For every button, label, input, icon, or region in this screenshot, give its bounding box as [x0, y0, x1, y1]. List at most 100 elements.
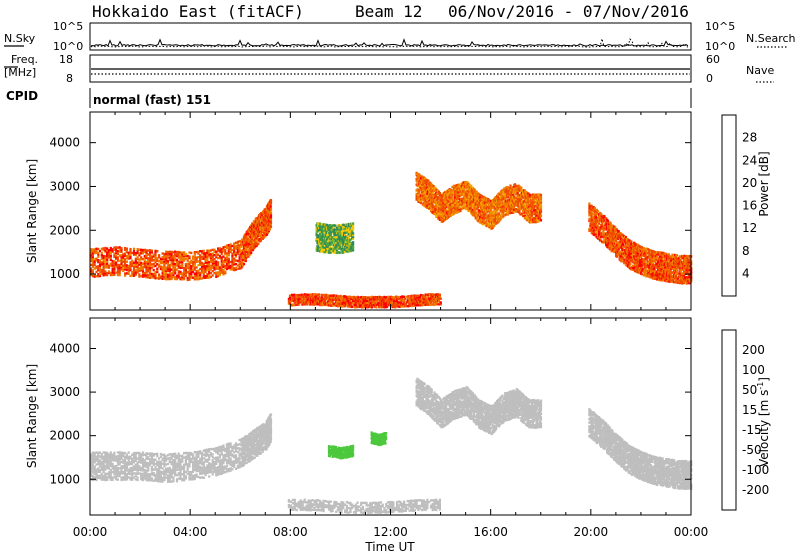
power-echo-cell [645, 250, 648, 253]
power-echo-cell [168, 256, 171, 259]
power-echo-cell [100, 270, 103, 273]
power-echo-cell [306, 298, 309, 302]
power-echo-cell [125, 250, 128, 254]
power-echo-cell [269, 221, 273, 224]
power-echo-cell [661, 254, 664, 257]
power-echo-cell [132, 269, 136, 272]
power-echo-cell [166, 269, 170, 273]
power-echo-cell [217, 271, 220, 274]
power-echo-cell [252, 224, 255, 227]
power-echo-cell [419, 174, 422, 177]
power-echo-cell [605, 221, 608, 224]
power-echo-cell [527, 195, 530, 198]
power-echo-cell [634, 256, 637, 260]
power-echo-cell [91, 265, 94, 268]
power-echo-cell [125, 268, 128, 272]
power-echo-cell [264, 231, 267, 234]
power-echo-cell [104, 257, 107, 260]
power-echo-cell [211, 248, 214, 251]
power-echo-cell [215, 254, 218, 257]
power-echo-cell [476, 216, 479, 219]
power-echo-cell [234, 245, 238, 248]
power-echo-cell [592, 223, 595, 227]
power-echo-cell [202, 249, 205, 253]
power-echo-cell [163, 276, 166, 279]
power-echo-cell [639, 264, 642, 268]
power-echo-cell [163, 269, 166, 272]
power-echo-cell [466, 181, 469, 184]
power-echo-cell [534, 201, 537, 204]
power-echo-cell [504, 196, 507, 199]
power-echo-cell [113, 255, 116, 259]
power-echo-cell [124, 260, 127, 263]
power-echo-cell [462, 191, 465, 194]
power-echo-cell [539, 198, 543, 201]
power-echo-cell [179, 253, 182, 256]
power-echo-cell [452, 204, 455, 207]
power-echo-cell [179, 264, 182, 267]
power-echo-cell [206, 251, 209, 254]
power-echo-cell [592, 219, 595, 222]
power-echo-cell [491, 222, 494, 225]
power-echo-cell [517, 205, 520, 208]
power-echo-cell [614, 230, 617, 233]
power-echo-cell [168, 258, 171, 262]
power-echo-cell [174, 268, 177, 271]
power-echo-cell [416, 294, 419, 297]
power-echo-cell [645, 263, 648, 266]
power-echo-cell [665, 268, 668, 271]
power-echo-cell [206, 273, 209, 276]
power-echo-cell [149, 272, 152, 275]
power-echo-cell [224, 257, 227, 260]
power-echo-cell [184, 252, 187, 256]
power-echo-cell [116, 250, 119, 253]
power-echo-cell [174, 276, 177, 279]
power-echo-cell [125, 247, 128, 250]
power-echo-cell [525, 199, 528, 202]
power-echo-cell [535, 214, 538, 217]
power-echo-cell [97, 247, 100, 251]
power-echo-cell [318, 295, 321, 299]
power-echo-cell [179, 261, 182, 264]
power-echo-cell [657, 251, 660, 254]
power-echo-cell [248, 248, 251, 251]
power-echo-cell [208, 249, 211, 252]
power-echo-cell [95, 251, 98, 255]
power-echo-cell [688, 270, 691, 274]
power-echo-cell [423, 179, 426, 182]
power-echo-cell [215, 273, 218, 276]
cpid-label: CPID [6, 89, 38, 103]
power-echo-cell [470, 196, 473, 199]
power-echo-cell [184, 257, 187, 260]
power-echo-cell [482, 223, 485, 226]
power-echo-cell [122, 268, 125, 271]
power-echo-cell [166, 262, 170, 265]
power-echo-cell [670, 280, 673, 283]
power-echo-cell [260, 223, 263, 226]
power-echo-cell [539, 195, 543, 199]
power-echo-cell [539, 209, 543, 212]
power-echo-cell [174, 266, 177, 269]
power-echo-cell [311, 301, 314, 304]
power-echo-cell [607, 222, 610, 225]
power-echo-cell [129, 257, 132, 260]
power-echo-cell [159, 257, 162, 260]
power-echo-cell [518, 185, 521, 188]
power-echo-cell [600, 231, 603, 235]
power-echo-cell [322, 303, 325, 307]
power-echo-cell [134, 265, 137, 268]
freq-tick-right-bottom: 0 [706, 72, 713, 85]
power-echo-cell [104, 264, 107, 267]
power-echo-cell [213, 260, 216, 263]
power-echo-cell [193, 255, 196, 258]
power-echo-cell [208, 276, 211, 279]
power-echo-cell [200, 271, 204, 274]
power-echo-cell [145, 266, 148, 269]
power-echo-cell [269, 200, 273, 203]
power-echo-cell [522, 196, 525, 199]
power-echo-cell [220, 269, 223, 272]
power-echo-cell [136, 257, 139, 260]
power-echo-cell [209, 260, 212, 263]
power-echo-cell [249, 225, 252, 229]
power-echo-cell [457, 183, 460, 186]
